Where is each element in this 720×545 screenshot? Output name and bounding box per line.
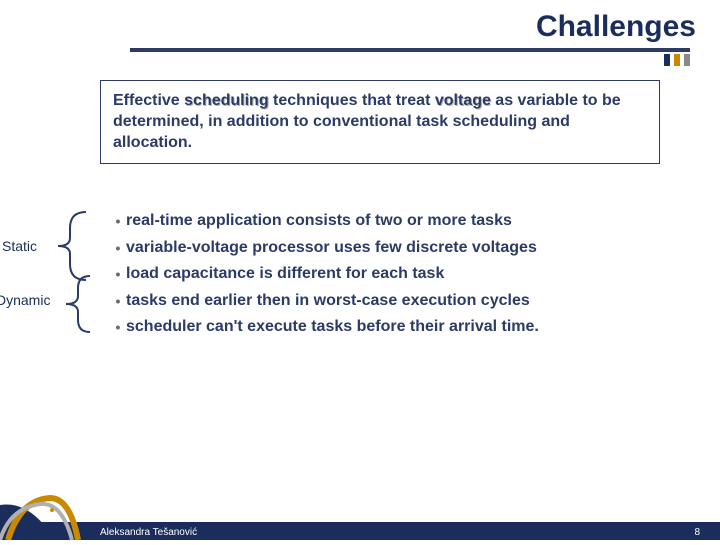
label-static: Static (2, 238, 37, 254)
brace-static (50, 210, 90, 282)
tick-3 (684, 54, 690, 66)
bullet-item: • load capacitance is different for each… (110, 263, 690, 285)
page-number: 8 (694, 527, 700, 538)
callout-pre1: Effective (113, 92, 184, 109)
callout-mid1: techniques that treat (269, 92, 435, 109)
tick-group (664, 54, 690, 66)
bullet-text: load capacitance is different for each t… (126, 263, 444, 285)
bullet-text: scheduler can't execute tasks before the… (126, 316, 539, 338)
callout-bold2: voltage (435, 92, 491, 109)
bullet-marker: • (110, 263, 126, 284)
tick-1 (664, 54, 670, 66)
bullet-item: • real-time application consists of two … (110, 210, 690, 232)
bullet-text: real-time application consists of two or… (126, 210, 512, 232)
tick-2 (674, 54, 680, 66)
footer-author: Aleksandra Tešanović (100, 527, 197, 538)
bullet-item: • tasks end earlier then in worst-case e… (110, 290, 690, 312)
callout-bold1: scheduling (184, 92, 268, 109)
bullet-text: tasks end earlier then in worst-case exe… (126, 290, 530, 312)
bullet-item: • variable-voltage processor uses few di… (110, 237, 690, 259)
bullet-item: • scheduler can't execute tasks before t… (110, 316, 690, 338)
bullet-text: variable-voltage processor uses few disc… (126, 237, 537, 259)
label-dynamic: Dynamic (0, 292, 50, 308)
logo-icon (0, 480, 90, 540)
bullet-list: • real-time application consists of two … (110, 210, 690, 343)
bullet-marker: • (110, 237, 126, 258)
bullet-marker: • (110, 290, 126, 311)
bullet-marker: • (110, 210, 126, 231)
divider (130, 48, 690, 52)
page-title: Challenges (536, 10, 696, 44)
brace-dynamic (60, 274, 94, 334)
bullet-marker: • (110, 316, 126, 337)
callout-box: Effective scheduling techniques that tre… (100, 80, 660, 164)
